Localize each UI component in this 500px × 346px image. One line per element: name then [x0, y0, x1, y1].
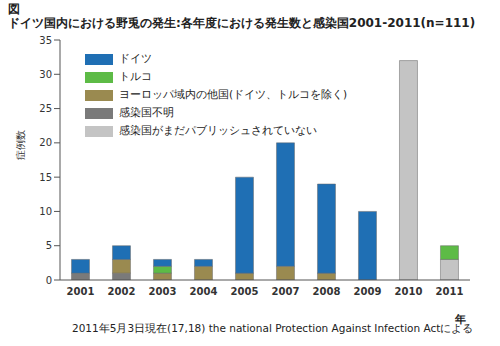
- svg-text:症例数: 症例数: [15, 130, 26, 160]
- svg-text:2009: 2009: [354, 286, 382, 297]
- svg-text:2003: 2003: [149, 286, 177, 297]
- html-text:ヨーロッパ域内の他国(ドイツ、トルコを除く): ヨーロッパ域内の他国(ドイツ、トルコを除く): [119, 88, 348, 100]
- svg-text:5: 5: [46, 240, 52, 251]
- svg-text:35: 35: [39, 35, 52, 46]
- html-text:ドイツ: ドイツ: [119, 52, 152, 64]
- svg-text:2008: 2008: [313, 286, 341, 297]
- svg-text:10: 10: [39, 206, 52, 217]
- svg-text:2004: 2004: [190, 286, 218, 297]
- svg-text:2007: 2007: [272, 286, 300, 297]
- svg-text:2002: 2002: [108, 286, 136, 297]
- html-text:感染国不明: 感染国不明: [119, 106, 174, 118]
- svg-text:25: 25: [39, 103, 52, 114]
- svg-text:2011: 2011: [436, 286, 464, 297]
- html-text:2011年5月3日現在(17,18) the nationa: 2011年5月3日現在(17,18) the national Protecti…: [72, 322, 474, 334]
- svg-text:15: 15: [39, 172, 52, 183]
- svg-text:0: 0: [46, 275, 52, 286]
- svg-text:2005: 2005: [231, 286, 259, 297]
- svg-text:20: 20: [39, 137, 52, 148]
- svg-text:2001: 2001: [67, 286, 95, 297]
- html-text:トルコ: トルコ: [119, 70, 152, 82]
- html-text:図: 図: [8, 2, 20, 16]
- svg-text:2010: 2010: [395, 286, 423, 297]
- html-text:年: 年: [455, 313, 466, 326]
- html-text:ドイツ国内における野兎の発生:各年度における発生数と感染国2: ドイツ国内における野兎の発生:各年度における発生数と感染国2001-2011(n…: [8, 16, 476, 30]
- svg-text:30: 30: [39, 69, 52, 80]
- html-text:感染国がまだパブリッシュされていない: 感染国がまだパブリッシュされていない: [119, 124, 317, 136]
